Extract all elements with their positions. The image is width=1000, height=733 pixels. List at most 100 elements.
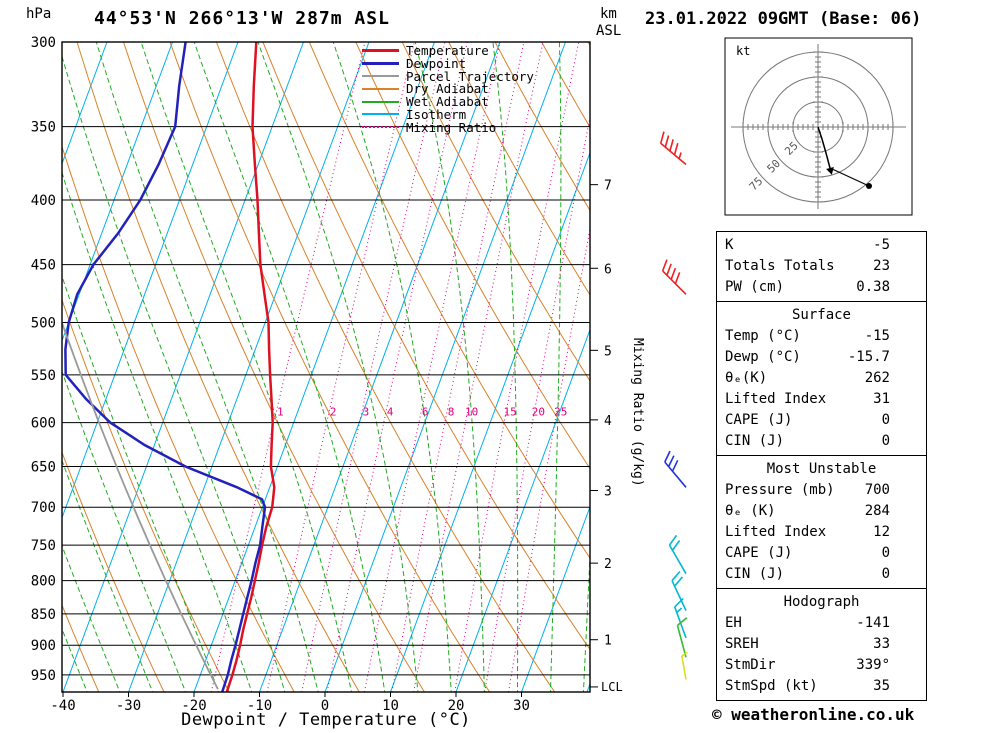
stat-row: Dewp (°C) -15.7 [717, 347, 926, 368]
wind-barb [676, 617, 688, 658]
parcel-trajectory-curve [62, 320, 219, 690]
stat-label: Lifted Index [725, 391, 827, 407]
stat-row: Lifted Index 31 [717, 389, 926, 410]
stat-row: Pressure (mb) 700 [717, 480, 926, 501]
stat-row: CAPE (J) 0 [717, 410, 926, 431]
hodograph-trace [817, 126, 831, 169]
plot-border [61, 41, 591, 693]
svg-text:850: 850 [31, 607, 56, 623]
svg-text:10: 10 [382, 698, 399, 714]
svg-text:3: 3 [604, 485, 612, 500]
temperature-curve [225, 42, 276, 692]
stat-value: 262 [864, 370, 890, 386]
stat-value: -15 [864, 328, 890, 344]
isotherm-layer [62, 42, 590, 692]
pressure-unit-label: hPa [26, 6, 52, 22]
stat-row: SREH 33 [717, 634, 926, 655]
stat-label: Temp (°C) [725, 328, 801, 344]
stat-row: Lifted Index 12 [717, 522, 926, 543]
legend-line-sample [362, 126, 399, 129]
panel-title: Hodograph [783, 594, 860, 610]
panel-surface: Surface Temp (°C) -15 Dewp (°C) -15.7 θₑ(K… [716, 301, 927, 456]
wind-barb [659, 131, 687, 166]
stat-value: 33 [873, 636, 890, 652]
stat-value: 0 [881, 412, 890, 428]
stat-label: CAPE (J) [725, 545, 793, 561]
stat-row: θₑ (K) 284 [717, 501, 926, 522]
stat-label: PW (cm) [725, 279, 785, 295]
altitude-unit-asl-label: ASL [596, 23, 622, 39]
stat-label: StmSpd (kt) [725, 678, 818, 694]
svg-text:300: 300 [31, 35, 56, 51]
legend-label: Parcel Trajectory [406, 68, 534, 84]
svg-text:650: 650 [31, 460, 56, 476]
stat-label: Lifted Index [725, 524, 827, 540]
svg-text:3: 3 [363, 406, 370, 419]
svg-text:500: 500 [31, 315, 56, 331]
svg-text:700: 700 [31, 500, 56, 516]
stat-value: 35 [873, 678, 890, 694]
stat-label: StmDir [725, 657, 776, 673]
dewpoint-curve [64, 42, 267, 692]
stat-row: StmSpd (kt) 35 [717, 676, 926, 697]
wind-barb [661, 259, 687, 295]
stat-value: 0 [881, 545, 890, 561]
stat-label: CIN (J) [725, 433, 785, 449]
svg-text:7: 7 [604, 179, 612, 194]
svg-text:5: 5 [604, 344, 612, 359]
stat-label: Pressure (mb) [725, 482, 835, 498]
wind-barbs [659, 131, 688, 680]
km-axis: 7 6 5 4 3 2 1 LCL Mixing Ratio (g/kg) [590, 179, 645, 694]
svg-text:550: 550 [31, 368, 56, 384]
panel-hodograph: Hodograph EH -141 SREH 33 StmDir 339° StmSp… [716, 588, 927, 701]
svg-text:400: 400 [31, 193, 56, 209]
svg-text:6: 6 [422, 406, 429, 419]
stat-value: 0.38 [856, 279, 890, 295]
legend-label: Temperature [406, 42, 489, 58]
stats-panels: K -5 Totals Totals 23 PW (cm) 0.38 Surface … [716, 231, 927, 701]
wind-barb [668, 534, 687, 575]
mixing-ratio-axis-title: Mixing Ratio (g/kg) [630, 338, 645, 487]
legend-item-wet-adiabat: Wet Adiabat [362, 94, 534, 109]
svg-text:450: 450 [31, 258, 56, 274]
legend-line-sample [362, 61, 399, 65]
panel-most-unstable: Most Unstable Pressure (mb) 700 θₑ (K) 284… [716, 455, 927, 589]
wind-barb [664, 450, 687, 488]
stat-row: Temp (°C) -15 [717, 326, 926, 347]
legend-item-mixing-ratio: Mixing Ratio [362, 120, 534, 135]
svg-text:8: 8 [448, 406, 455, 419]
stat-value: 284 [864, 503, 890, 519]
legend: Temperature Dewpoint Parcel Trajectory Dry … [362, 42, 534, 135]
x-axis-title: Dewpoint / Temperature (°C) [181, 710, 471, 730]
svg-text:4: 4 [604, 414, 612, 429]
station-title: 44°53'N 266°13'W 287m ASL [94, 8, 390, 29]
svg-text:600: 600 [31, 416, 56, 432]
stat-label: θₑ(K) [725, 370, 768, 386]
wind-barb [673, 597, 687, 639]
svg-text:20: 20 [448, 698, 465, 714]
stat-row: CIN (J) 0 [717, 431, 926, 452]
stat-value: -141 [856, 615, 890, 631]
panel-title: Surface [791, 307, 851, 323]
altitude-unit-km-label: km [600, 6, 617, 22]
svg-text:-20: -20 [181, 698, 206, 714]
stat-value: 0 [881, 433, 890, 449]
hodograph-unit-label: kt [736, 44, 750, 58]
svg-text:30: 30 [513, 698, 530, 714]
stat-value: 0 [881, 566, 890, 582]
legend-line-sample [362, 87, 399, 90]
svg-text:1: 1 [277, 406, 284, 419]
stat-row: K -5 [717, 235, 926, 256]
lcl-label: LCL [601, 680, 623, 694]
svg-text:10: 10 [465, 406, 478, 419]
stat-row: PW (cm) 0.38 [717, 277, 926, 298]
panel-indices: K -5 Totals Totals 23 PW (cm) 0.38 [716, 231, 927, 302]
legend-label: Isotherm [406, 106, 467, 122]
pressure-grid [62, 41, 590, 676]
stat-label: Totals Totals [725, 258, 835, 274]
legend-item-temperature: Temperature [362, 42, 534, 58]
sounding-curves [62, 42, 276, 692]
svg-text:15: 15 [504, 406, 517, 419]
